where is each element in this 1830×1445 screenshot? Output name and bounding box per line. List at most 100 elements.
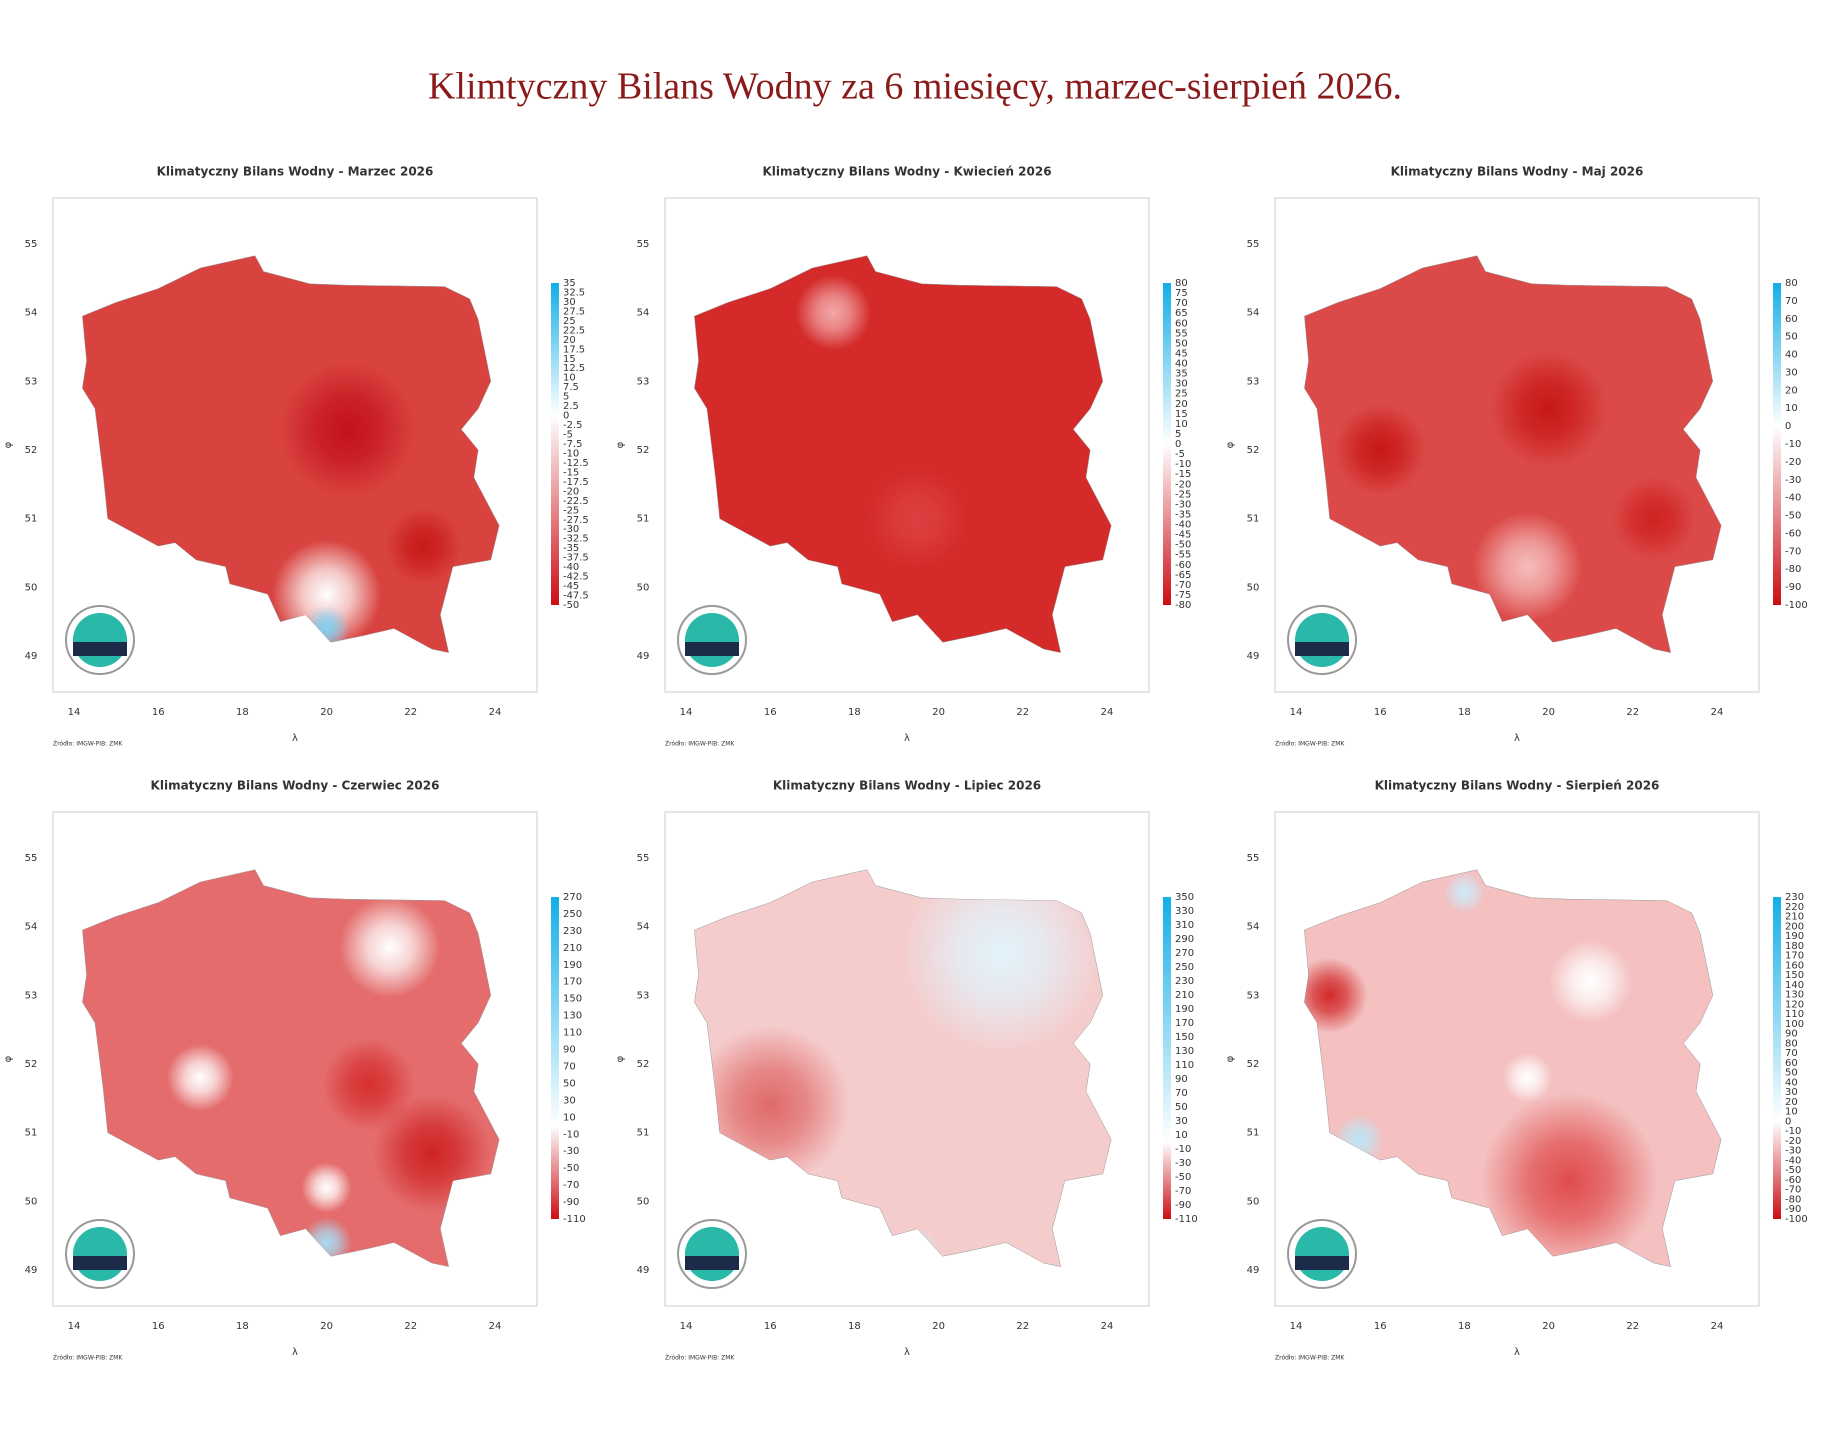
logo-inner: [1295, 613, 1349, 667]
legend-label: 15: [1175, 409, 1188, 420]
logo-inner: [73, 613, 127, 667]
value-blob: [1502, 1052, 1553, 1103]
legend-label: -30: [1785, 475, 1801, 486]
x-tick-label: 20: [932, 1321, 945, 1332]
x-tick-label: 20: [1542, 1321, 1555, 1332]
value-blob: [900, 869, 1103, 1055]
value-blob: [385, 508, 462, 584]
y-tick-label: 53: [25, 990, 38, 1001]
legend-label: 75: [1175, 288, 1188, 299]
x-tick-label: 14: [680, 707, 693, 718]
legend-label: 90: [1785, 1029, 1798, 1040]
legend-label: 12.5: [563, 363, 585, 374]
x-tick-label: 14: [68, 707, 81, 718]
y-tick-label: 52: [1247, 1059, 1260, 1070]
panel-title: Klimatyczny Bilans Wodny - Czerwiec 2026: [151, 779, 440, 793]
legend-label: -80: [1785, 564, 1801, 575]
legend-label: -47.5: [563, 591, 589, 602]
source-note: Źródło: IMGW-PIB: ZMK: [1275, 740, 1345, 748]
legend-label: -25: [563, 505, 579, 516]
legend-label: -30: [1175, 1158, 1191, 1169]
colorbar: [1163, 283, 1171, 605]
legend-label: -20: [1785, 1136, 1801, 1147]
x-tick-label: 16: [152, 707, 165, 718]
legend-label: 150: [1175, 1032, 1194, 1043]
value-blob: [1489, 350, 1608, 468]
y-tick-label: 53: [637, 376, 650, 387]
x-tick-label: 14: [1290, 707, 1303, 718]
legend-label: 250: [1175, 962, 1194, 973]
legend-label: -30: [563, 1146, 579, 1157]
x-tick-label: 20: [320, 1321, 333, 1332]
legend-label: 17.5: [563, 344, 585, 355]
legend-label: 5: [1175, 429, 1181, 440]
legend-label: 110: [563, 1028, 582, 1039]
legend-label: 80: [1785, 1038, 1798, 1049]
y-tick-label: 55: [637, 853, 650, 864]
legend-label: -90: [1785, 582, 1801, 593]
legend-label: 170: [1175, 1018, 1194, 1029]
legend-label: -35: [563, 543, 579, 554]
logo-inner: [685, 1227, 739, 1281]
logo-inner: [1295, 1227, 1349, 1281]
legend-label: 50: [563, 1078, 576, 1089]
legend-label: -100: [1785, 1214, 1808, 1225]
x-tick-label: 24: [489, 707, 502, 718]
source-note: Źródło: IMGW-PIB: ZMK: [53, 740, 123, 748]
legend-label: 90: [1175, 1074, 1188, 1085]
legend-label: -25: [1175, 489, 1191, 500]
legend-label: -50: [563, 1163, 579, 1174]
legend-label: 0: [1175, 439, 1181, 450]
legend-label: -75: [1175, 590, 1191, 601]
legend-label: 5: [563, 392, 569, 403]
legend-label: -10: [1175, 1144, 1191, 1155]
x-tick-label: 18: [236, 1321, 249, 1332]
legend-label: 220: [1785, 902, 1804, 913]
legend-label: 22.5: [563, 325, 585, 336]
y-tick-label: 50: [637, 582, 650, 593]
value-field: [795, 274, 968, 570]
y-tick-label: 54: [1247, 922, 1260, 933]
x-axis-label: λ: [904, 733, 910, 744]
logo-band: [73, 1256, 127, 1270]
legend-label: -70: [563, 1180, 579, 1191]
legend-label: -40: [1785, 1155, 1801, 1166]
colorbar: [551, 897, 559, 1219]
map-panel: Klimatyczny Bilans Wodny - Czerwiec 2026…: [3, 779, 586, 1362]
legend-label: -12.5: [563, 458, 589, 469]
y-tick-label: 54: [25, 308, 38, 319]
y-tick-label: 49: [1247, 1265, 1260, 1276]
legend-label: 10: [1785, 1107, 1798, 1118]
legend-label: 20: [1785, 1097, 1798, 1108]
logo-inner: [685, 613, 739, 667]
y-tick-label: 51: [1247, 514, 1260, 525]
y-tick-label: 52: [637, 445, 650, 456]
y-axis-label: φ: [615, 1055, 626, 1062]
x-tick-label: 22: [1016, 1321, 1029, 1332]
legend-label: 25: [563, 316, 576, 327]
x-tick-label: 18: [848, 707, 861, 718]
x-tick-label: 22: [1626, 1321, 1639, 1332]
legend-label: 230: [563, 926, 582, 937]
legend-label: 0: [1785, 1116, 1791, 1127]
legend-label: 32.5: [563, 287, 585, 298]
value-blob: [1548, 939, 1633, 1024]
legend-label: -37.5: [563, 553, 589, 564]
legend-label: -50: [1785, 511, 1801, 522]
y-tick-label: 52: [25, 445, 38, 456]
legend-label: 130: [1785, 990, 1804, 1001]
source-note: Źródło: IMGW-PIB: ZMK: [665, 740, 735, 748]
legend-label: 350: [1175, 892, 1194, 903]
legend-label: -17.5: [563, 477, 589, 488]
value-field: [1304, 871, 1658, 1267]
legend-label: -65: [1175, 570, 1191, 581]
y-tick-label: 53: [25, 376, 38, 387]
legend-label: 270: [563, 892, 582, 903]
legend-label: -70: [1785, 1185, 1801, 1196]
legend-label: 90: [563, 1045, 576, 1056]
legend-label: 0: [1785, 421, 1791, 432]
legend-label: -90: [1175, 1200, 1191, 1211]
legend-label: 10: [1175, 1130, 1188, 1141]
colorbar: [1773, 897, 1781, 1219]
legend-label: 110: [1175, 1060, 1194, 1071]
